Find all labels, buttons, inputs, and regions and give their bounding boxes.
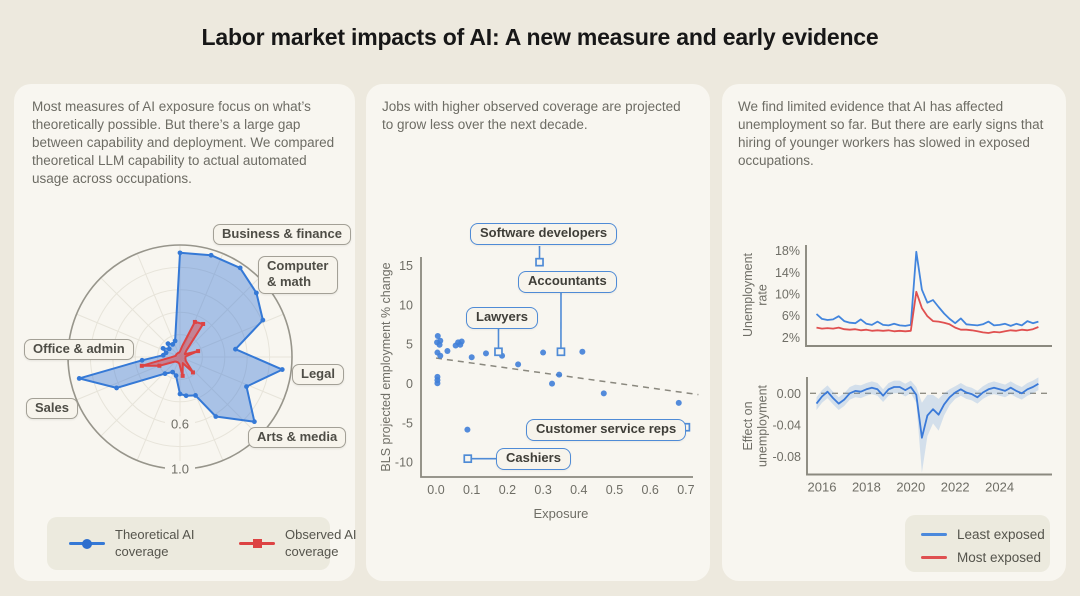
callout-lawyers: Lawyers bbox=[466, 307, 539, 329]
svg-text:Exposure: Exposure bbox=[533, 506, 588, 521]
panel-projected-growth: Jobs with higher observed coverage are p… bbox=[366, 84, 710, 581]
panel-capability-gap: Most measures of AI exposure focus on wh… bbox=[14, 84, 357, 581]
svg-text:6%: 6% bbox=[782, 309, 800, 323]
least-exposed-line-marker bbox=[921, 533, 947, 536]
svg-text:10: 10 bbox=[399, 298, 413, 312]
legend-item-observed: Observed AI coverage bbox=[239, 527, 379, 560]
callout-customer-service-reps: Customer service reps bbox=[526, 419, 687, 441]
callout-cashiers: Cashiers bbox=[496, 448, 571, 470]
svg-text:0.5: 0.5 bbox=[606, 483, 623, 497]
scatter-chart: 15 10 5 0 -5 -10 0.0 0.1 0.2 0.3 0.4 0.5 0.6 0.7 Expos… bbox=[379, 245, 699, 521]
svg-text:BLS projected employment % cha: BLS projected employment % change bbox=[379, 262, 393, 471]
radar-chart: 0.6 1.0 bbox=[67, 244, 293, 477]
observed-line-square-marker bbox=[239, 539, 275, 548]
legend-item-theoretical: Theoretical AI coverage bbox=[69, 527, 209, 560]
svg-text:2022: 2022 bbox=[941, 480, 970, 495]
radar-label-computer-math: Computer & math bbox=[258, 256, 338, 294]
svg-text:0: 0 bbox=[406, 377, 413, 391]
callout-accountants: Accountants bbox=[518, 271, 617, 293]
svg-text:2016: 2016 bbox=[808, 480, 837, 495]
svg-text:2018: 2018 bbox=[852, 480, 881, 495]
most-exposed-line-marker bbox=[921, 556, 947, 559]
svg-text:1.0: 1.0 bbox=[171, 462, 189, 477]
svg-text:14%: 14% bbox=[775, 266, 800, 280]
svg-text:2%: 2% bbox=[782, 331, 800, 345]
svg-text:-5: -5 bbox=[402, 416, 413, 430]
svg-text:-10: -10 bbox=[395, 456, 413, 470]
legend-label-observed: Observed AI coverage bbox=[285, 526, 357, 559]
svg-text:0.6: 0.6 bbox=[171, 417, 189, 432]
legend-label-theoretical: Theoretical AI coverage bbox=[115, 526, 195, 559]
svg-text:5: 5 bbox=[406, 338, 413, 352]
callout-software-developers: Software developers bbox=[470, 223, 618, 245]
svg-text:0.0: 0.0 bbox=[427, 483, 444, 497]
legend-label-least-exposed: Least exposed bbox=[957, 527, 1045, 542]
exposure-legend: Least exposed Most exposed bbox=[905, 515, 1050, 572]
svg-text:0.00: 0.00 bbox=[777, 387, 801, 401]
radar-label-sales: Sales bbox=[26, 398, 78, 420]
svg-text:10%: 10% bbox=[775, 288, 800, 302]
svg-text:0.7: 0.7 bbox=[677, 483, 694, 497]
unemployment-line-charts: 18% 14% 10% 6% 2% Unemploymentrate 0.00 -0.04 -0… bbox=[741, 244, 1052, 495]
svg-text:18%: 18% bbox=[775, 244, 800, 258]
svg-text:-0.08: -0.08 bbox=[773, 450, 802, 464]
radar-label-office-admin: Office & admin bbox=[24, 339, 134, 361]
svg-text:Effect onunemployment: Effect onunemployment bbox=[741, 384, 770, 467]
panel-description: We find limited evidence that AI has aff… bbox=[738, 99, 1044, 168]
legend-label-most-exposed: Most exposed bbox=[957, 550, 1042, 565]
svg-text:Unemploymentrate: Unemploymentrate bbox=[741, 252, 770, 337]
panel-description: Most measures of AI exposure focus on wh… bbox=[32, 99, 335, 186]
page-title: Labor market impacts of AI: A new measur… bbox=[201, 24, 879, 50]
svg-text:2024: 2024 bbox=[985, 480, 1014, 495]
radar-label-business-finance: Business & finance bbox=[213, 224, 351, 246]
legend-item-least-exposed: Least exposed bbox=[921, 527, 1050, 542]
theoretical-line-dot-marker bbox=[69, 538, 105, 549]
svg-text:0.4: 0.4 bbox=[570, 483, 587, 497]
radar-label-legal: Legal bbox=[292, 364, 344, 386]
svg-text:0.1: 0.1 bbox=[463, 483, 480, 497]
svg-text:0.6: 0.6 bbox=[642, 483, 659, 497]
panel-description: Jobs with higher observed coverage are p… bbox=[382, 99, 681, 132]
panel-unemployment-effects: We find limited evidence that AI has aff… bbox=[722, 84, 1066, 581]
svg-text:15: 15 bbox=[399, 259, 413, 273]
svg-text:0.3: 0.3 bbox=[534, 483, 551, 497]
legend-item-most-exposed: Most exposed bbox=[921, 550, 1050, 565]
radar-label-arts-media: Arts & media bbox=[248, 427, 347, 449]
svg-text:-0.04: -0.04 bbox=[773, 419, 802, 433]
radar-legend: Theoretical AI coverage Observed AI cove… bbox=[47, 517, 357, 570]
svg-text:0.2: 0.2 bbox=[499, 483, 516, 497]
svg-text:2020: 2020 bbox=[896, 480, 925, 495]
